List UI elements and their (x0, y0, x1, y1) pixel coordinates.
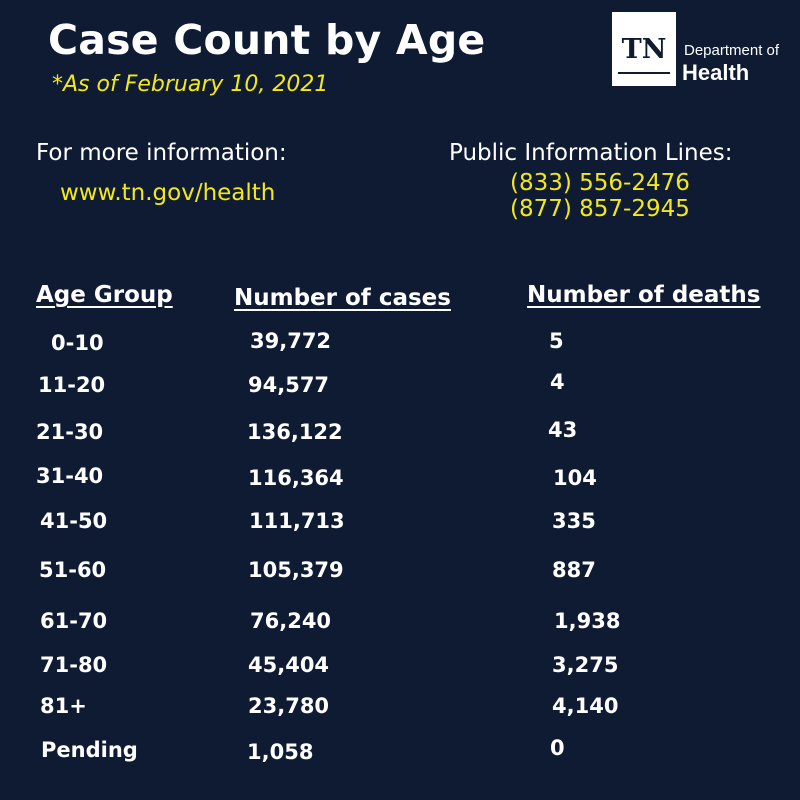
cases-cell: 136,122 (247, 420, 343, 444)
age-cell: 41-50 (40, 509, 108, 533)
cases-cell: 111,713 (249, 509, 345, 533)
cases-cell: 23,780 (248, 694, 330, 718)
deaths-cell: 335 (552, 509, 596, 533)
logo-department-text: Department of (684, 42, 780, 59)
deaths-cell: 887 (552, 558, 596, 582)
age-cell: 0-10 (51, 331, 104, 355)
cases-cell: 94,577 (248, 373, 330, 397)
cases-cell: 76,240 (250, 609, 332, 633)
as-of-date: *As of February 10, 2021 (52, 72, 329, 97)
age-cell: 81+ (40, 694, 87, 718)
tn-logo-mark: TN (612, 12, 676, 86)
health-website-link[interactable]: www.tn.gov/health (60, 180, 276, 206)
phone-number-1[interactable]: (833) 556-2476 (510, 170, 690, 196)
age-cell: 11-20 (38, 373, 106, 397)
phone-number-2[interactable]: (877) 857-2945 (510, 196, 690, 222)
logo-health-text: Health (682, 60, 750, 85)
cases-cell: 45,404 (248, 653, 330, 677)
deaths-cell: 104 (553, 466, 597, 490)
age-cell: 31-40 (36, 464, 104, 488)
age-cell: Pending (41, 738, 138, 762)
more-info-label: For more information: (36, 140, 287, 166)
public-info-lines-label: Public Information Lines: (449, 140, 733, 166)
deaths-cell: 43 (548, 418, 578, 442)
cases-cell: 105,379 (248, 558, 344, 582)
header-number-of-deaths: Number of deaths (527, 282, 761, 308)
deaths-cell: 1,938 (554, 609, 621, 633)
age-cell: 21-30 (36, 420, 104, 444)
deaths-cell: 0 (550, 736, 565, 760)
cases-cell: 116,364 (248, 466, 344, 490)
age-cell: 51-60 (39, 558, 107, 582)
deaths-cell: 5 (549, 329, 564, 353)
header-number-of-cases: Number of cases (234, 285, 451, 311)
page-title: Case Count by Age (48, 16, 486, 64)
header-age-group: Age Group (36, 282, 173, 308)
age-cell: 71-80 (40, 653, 108, 677)
deaths-cell: 4,140 (552, 694, 619, 718)
cases-cell: 1,058 (247, 740, 314, 764)
deaths-cell: 3,275 (552, 653, 619, 677)
cases-cell: 39,772 (250, 329, 332, 353)
age-cell: 61-70 (40, 609, 108, 633)
tn-department-of-health-logo: TN Department of Health (612, 12, 792, 86)
deaths-cell: 4 (550, 370, 565, 394)
